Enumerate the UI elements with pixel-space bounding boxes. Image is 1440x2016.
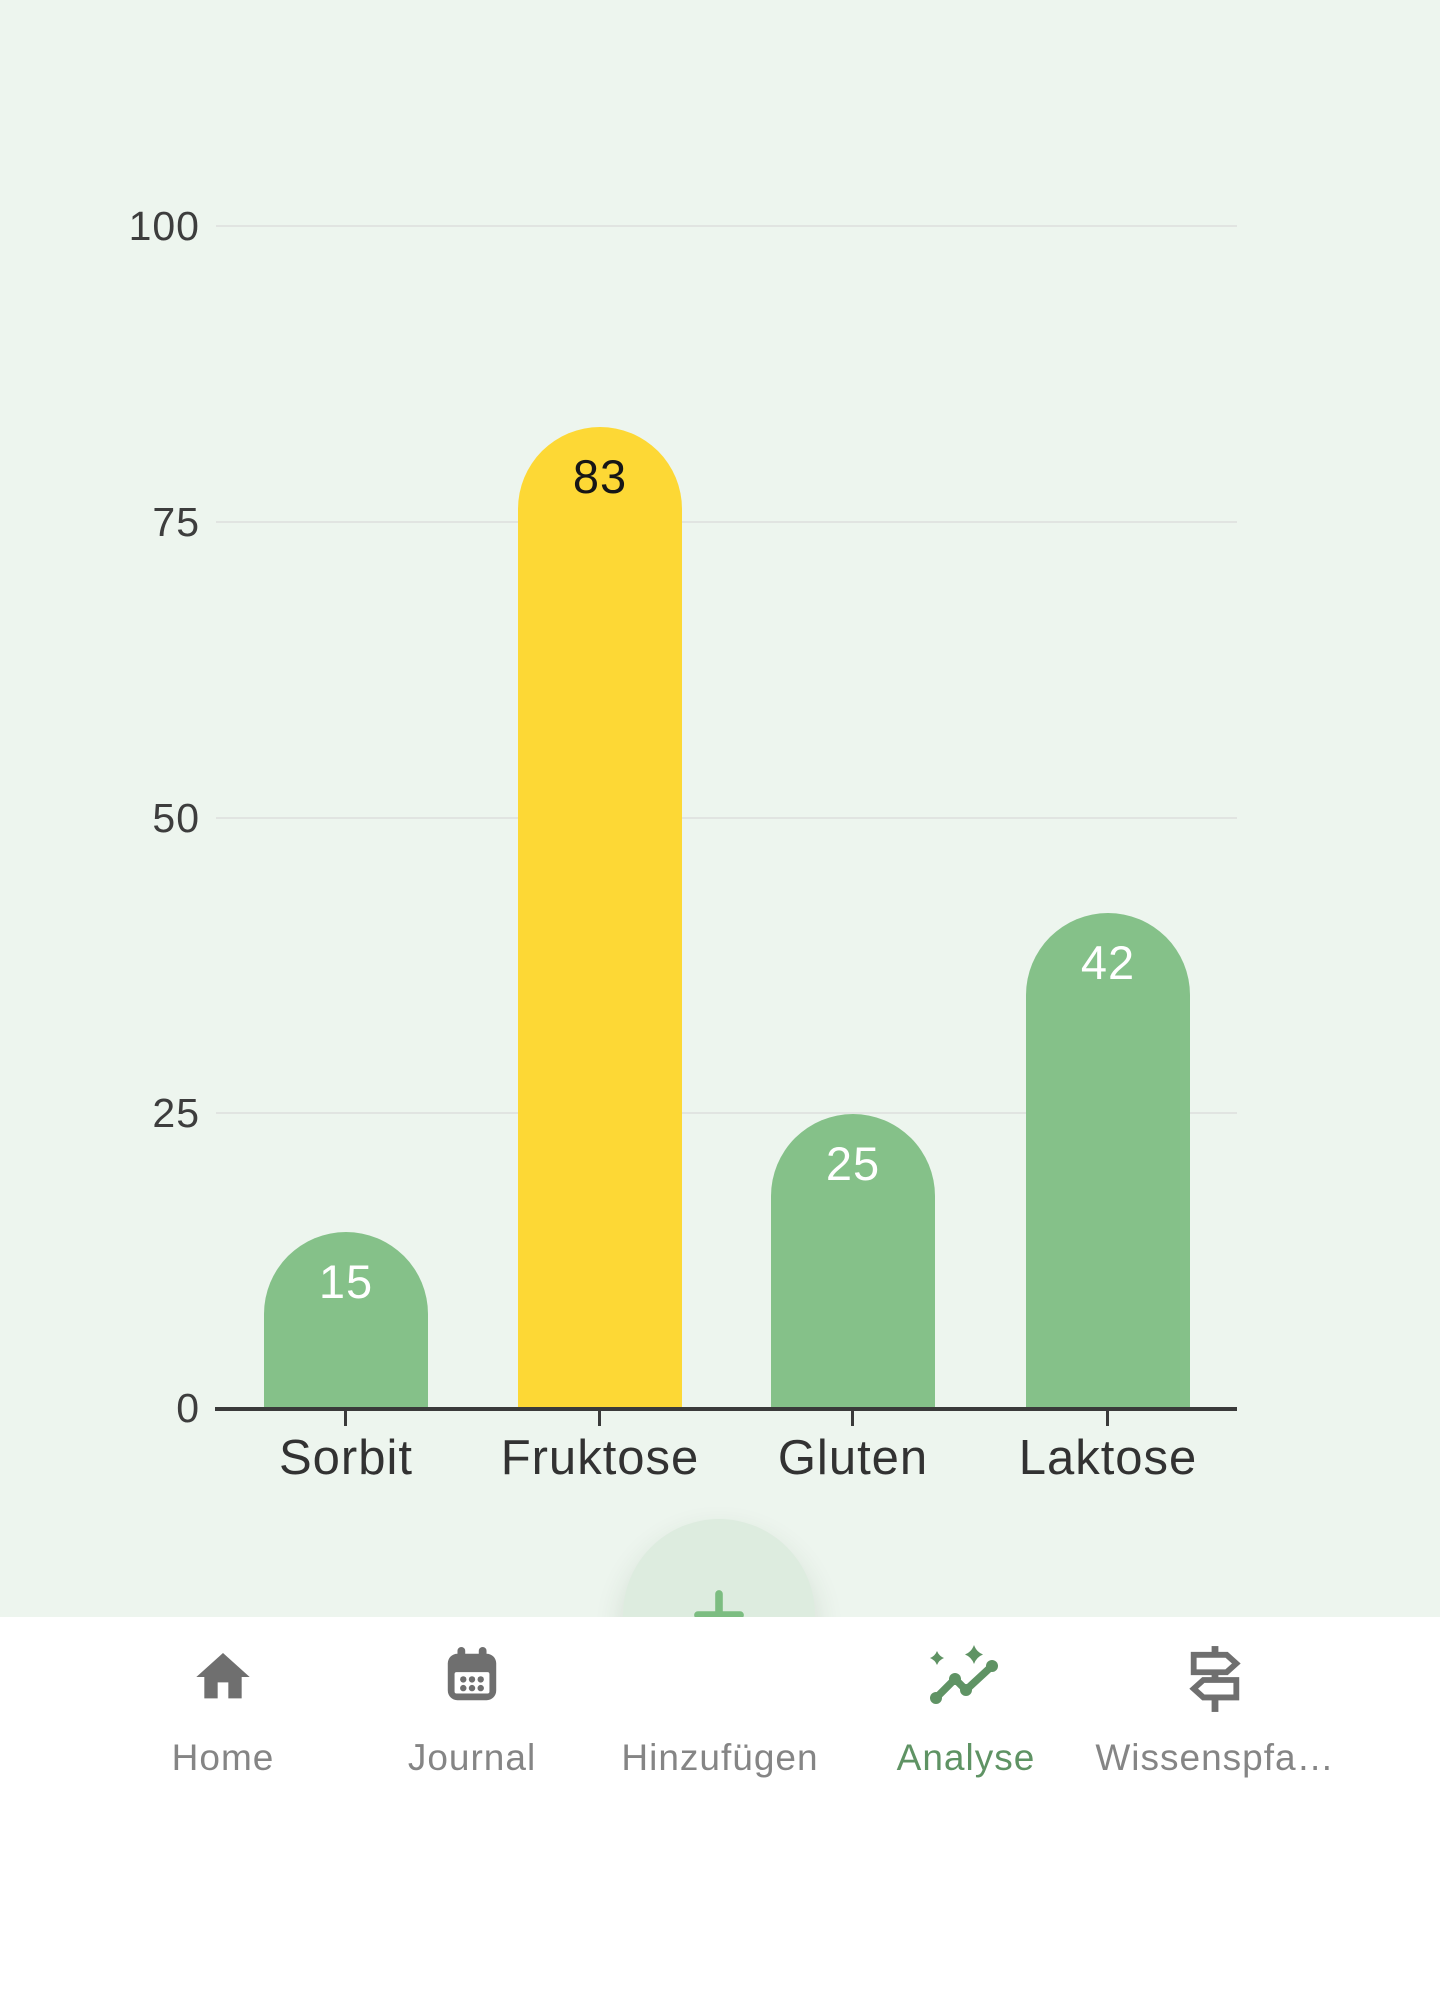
nav-item-label: Hinzufügen	[621, 1737, 819, 1778]
x-category-label: Fruktose	[500, 1431, 700, 1485]
bar-value-label: 25	[825, 1137, 881, 1190]
x-category-label: Gluten	[777, 1431, 929, 1485]
home-icon	[191, 1645, 255, 1723]
nav-item-hinzufuegen[interactable]: Hinzufügen	[570, 1645, 870, 1779]
x-axis-tick	[851, 1411, 854, 1426]
bar-gluten[interactable]: 25	[771, 1114, 935, 1410]
x-category-label: Laktose	[1018, 1431, 1198, 1485]
y-tick-label: 50	[152, 795, 200, 841]
signpost-icon	[1184, 1645, 1246, 1723]
insights-icon	[927, 1645, 1005, 1723]
gridline-25	[216, 1112, 1237, 1114]
gridline-100	[216, 225, 1237, 227]
y-tick-label: 0	[176, 1385, 200, 1431]
x-category-label: Sorbit	[278, 1431, 413, 1485]
y-tick-label: 75	[152, 499, 200, 545]
nav-item-analyse[interactable]: Analyse	[816, 1645, 1116, 1779]
gridline-75	[216, 521, 1237, 523]
y-tick-label: 25	[152, 1090, 200, 1136]
gridline-50	[216, 817, 1237, 819]
nav-item-home[interactable]: Home	[73, 1645, 373, 1779]
nav-item-journal[interactable]: Journal	[322, 1645, 622, 1779]
calendar-icon	[441, 1645, 503, 1723]
bar-value-label: 42	[1080, 936, 1136, 989]
nav-item-label: Journal	[407, 1737, 537, 1778]
nav-item-label: Analyse	[896, 1737, 1036, 1778]
bar-laktose[interactable]: 42	[1026, 913, 1190, 1410]
nav-item-label: Home	[171, 1737, 275, 1778]
nav-item-label: Wissenspfa…	[1095, 1737, 1335, 1778]
bottom-navigation: Home Journal Hinz	[0, 1617, 1440, 2016]
bar-value-label: 15	[318, 1255, 374, 1308]
nav-item-wissenspfade[interactable]: Wissenspfa…	[1065, 1645, 1365, 1779]
x-axis-tick	[1106, 1411, 1109, 1426]
x-axis-tick	[344, 1411, 347, 1426]
y-tick-label: 100	[128, 203, 200, 249]
x-axis-line	[215, 1407, 1237, 1411]
x-axis-tick	[598, 1411, 601, 1426]
bar-fruktose[interactable]: 83	[518, 427, 682, 1410]
bar-sorbit[interactable]: 15	[264, 1232, 428, 1410]
bar-value-label: 83	[572, 450, 628, 503]
